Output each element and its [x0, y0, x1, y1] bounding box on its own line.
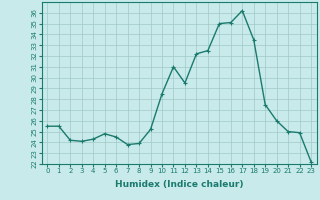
X-axis label: Humidex (Indice chaleur): Humidex (Indice chaleur)	[115, 180, 244, 189]
